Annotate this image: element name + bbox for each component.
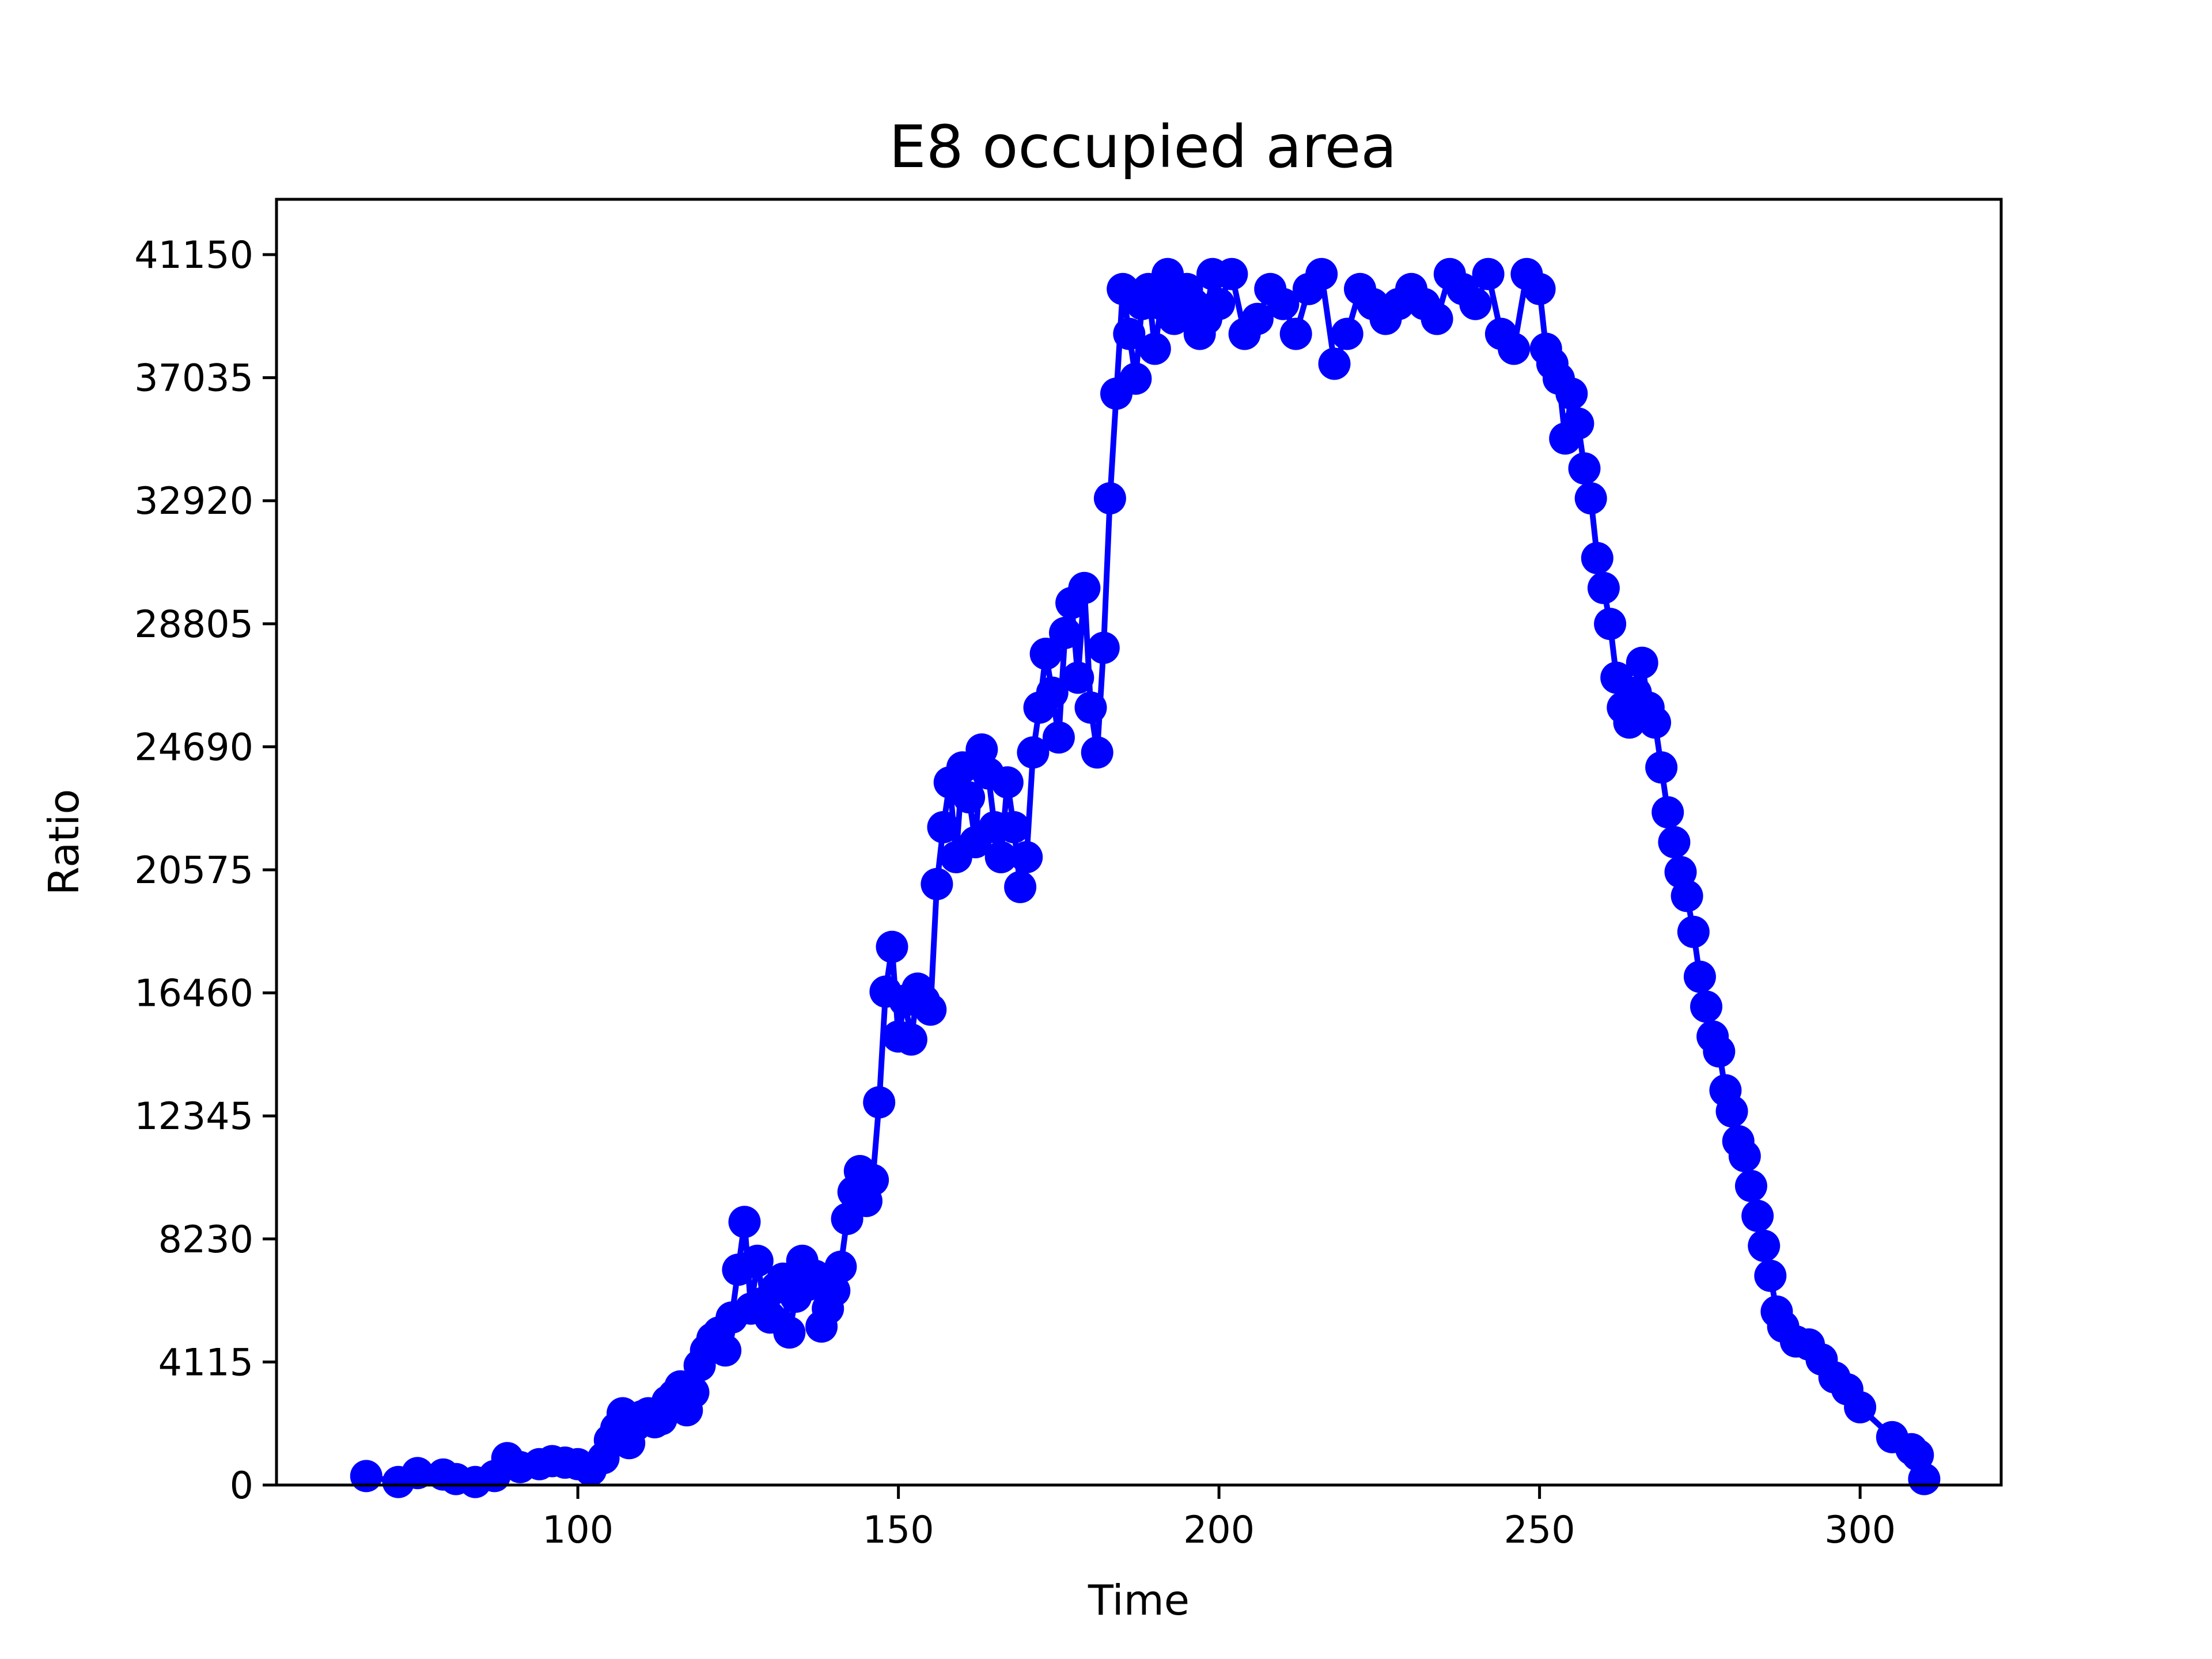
x-tick-label: 300 <box>1824 1509 1896 1552</box>
data-point <box>401 1457 434 1490</box>
data-point <box>1459 287 1492 320</box>
data-point <box>1203 287 1236 320</box>
data-point <box>1215 257 1248 290</box>
data-point <box>1690 990 1722 1023</box>
data-point <box>1081 736 1113 769</box>
x-tick-label: 200 <box>1183 1509 1255 1552</box>
data-point <box>824 1251 857 1283</box>
data-point <box>677 1376 710 1409</box>
data-point <box>1581 541 1613 574</box>
data-point <box>1029 638 1062 670</box>
x-axis: 100 150 200 250 300 <box>542 1485 1896 1552</box>
data-point <box>1741 1199 1774 1232</box>
data-point <box>1658 826 1691 858</box>
y-tick-label: 20575 <box>134 849 253 892</box>
y-tick-label: 32920 <box>134 480 253 523</box>
y-tick-label: 28805 <box>134 603 253 646</box>
data-point <box>1574 482 1607 515</box>
data-point <box>914 993 947 1026</box>
data-point <box>1062 661 1094 694</box>
y-tick-label: 4115 <box>158 1341 253 1384</box>
x-tick-label: 150 <box>863 1509 934 1552</box>
data-point <box>1671 880 1703 912</box>
data-point <box>741 1244 774 1277</box>
data-point <box>1119 362 1152 395</box>
data-point <box>1087 631 1120 664</box>
data-point <box>876 930 908 963</box>
data-point <box>1734 1169 1767 1202</box>
data-point <box>1844 1391 1877 1423</box>
data-point <box>1042 721 1075 754</box>
data-point <box>1754 1259 1787 1292</box>
data-point <box>927 811 960 843</box>
x-tick-label: 100 <box>542 1509 613 1552</box>
data-point <box>1523 272 1556 305</box>
data-point <box>1683 960 1716 993</box>
data-point <box>728 1206 761 1238</box>
data-point <box>1715 1095 1748 1128</box>
data-point <box>1138 332 1171 365</box>
data-point <box>998 811 1030 843</box>
data-point <box>1068 571 1101 604</box>
data-point <box>709 1334 742 1367</box>
y-tick-label: 8230 <box>158 1218 253 1262</box>
x-tick-label: 250 <box>1504 1509 1575 1552</box>
data-point <box>857 1164 889 1196</box>
data-point <box>350 1460 382 1493</box>
y-tick-label: 0 <box>230 1464 253 1508</box>
data-point <box>1049 616 1081 649</box>
data-point <box>1748 1229 1781 1262</box>
data-point <box>1639 706 1671 739</box>
data-point <box>1010 841 1043 873</box>
data-point <box>991 766 1024 799</box>
data-point <box>1626 646 1658 679</box>
y-axis-label: Ratio <box>40 789 88 896</box>
data-point <box>1017 736 1050 769</box>
data-point <box>863 1086 896 1119</box>
y-axis: 0 4115 8230 12345 16460 20575 24690 28805 32920 3… <box>134 234 276 1508</box>
data-point <box>1113 317 1146 350</box>
y-tick-label: 12345 <box>134 1095 253 1138</box>
y-tick-label: 16460 <box>134 972 253 1016</box>
data-point <box>1318 347 1351 380</box>
data-point <box>1728 1140 1761 1172</box>
data-point <box>1568 452 1601 485</box>
data-point <box>1594 608 1627 641</box>
data-point <box>1004 870 1037 903</box>
data-point <box>1472 257 1505 290</box>
data-point <box>1279 317 1312 350</box>
chart-title: E8 occupied area <box>889 113 1396 181</box>
data-point <box>895 1023 927 1056</box>
data-point <box>1703 1035 1736 1068</box>
data-point <box>984 841 1017 873</box>
data-point <box>1093 482 1126 515</box>
data-point <box>1074 691 1107 724</box>
plot-frame <box>275 198 2003 1487</box>
data-point <box>1562 407 1594 440</box>
y-tick-label: 37035 <box>134 357 253 400</box>
y-tick-label: 24690 <box>134 726 253 769</box>
data-point <box>1587 571 1620 604</box>
data-point <box>953 781 986 814</box>
data-point <box>1498 332 1531 365</box>
y-tick-label: 41150 <box>134 234 253 277</box>
data-point <box>773 1316 806 1349</box>
data-point <box>1241 302 1274 335</box>
data-point <box>921 868 953 900</box>
data-point <box>1677 915 1710 948</box>
x-axis-label: Time <box>1088 1576 1190 1624</box>
data-point <box>1267 287 1300 320</box>
data-point <box>1652 796 1684 829</box>
data-point <box>1305 257 1338 290</box>
data-point <box>1421 302 1453 335</box>
data-point <box>1331 317 1363 350</box>
data-point <box>1908 1463 1941 1495</box>
data-point <box>1645 751 1678 784</box>
data-point <box>1036 676 1069 709</box>
data-point <box>1555 377 1588 410</box>
